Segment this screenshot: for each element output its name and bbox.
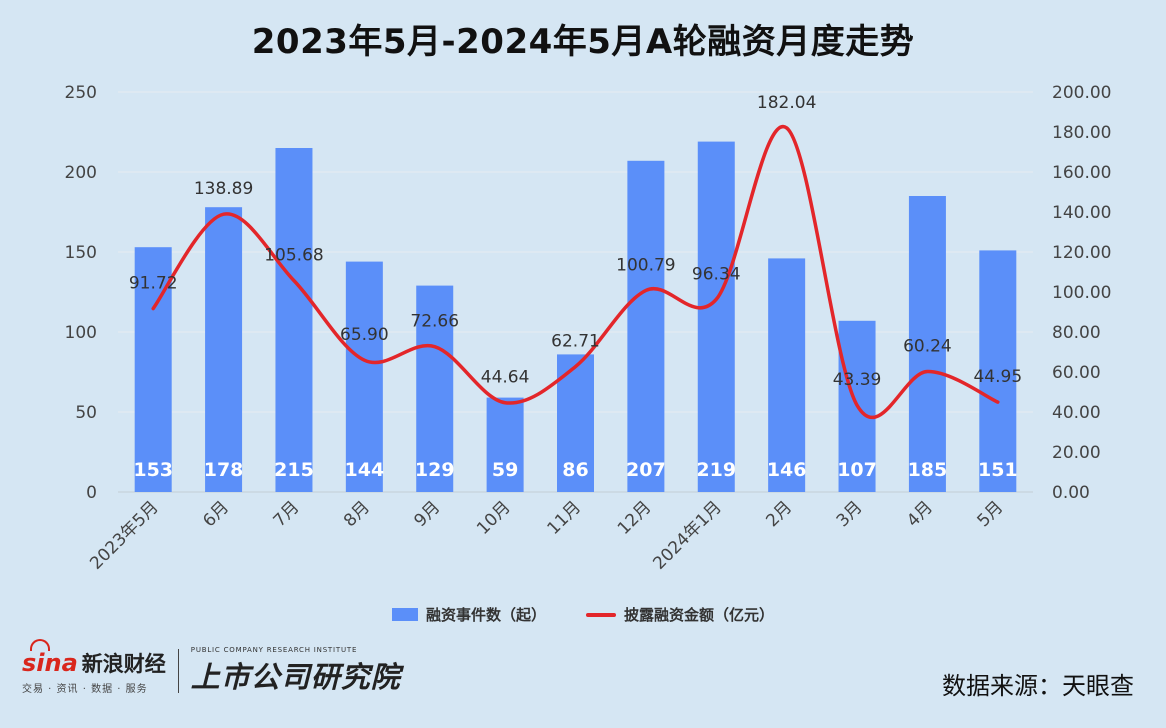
- x-tick-label: 8月: [340, 497, 374, 531]
- bar-value-label: 129: [415, 459, 455, 481]
- line-value-label: 96.34: [692, 264, 741, 284]
- x-tick-label: 10月: [473, 497, 514, 538]
- data-source: 数据来源：天眼查: [942, 672, 1134, 700]
- legend-bar-label: 融资事件数（起）: [425, 606, 546, 624]
- sina-eye-icon: sina: [22, 638, 78, 677]
- line-series: [151, 124, 1000, 420]
- legend-bar-swatch: [391, 608, 418, 621]
- bar: [205, 207, 243, 492]
- institute-english-name: PUBLIC COMPANY RESEARCH INSTITUTE: [190, 646, 358, 654]
- bar-value-label: 146: [767, 459, 807, 481]
- y-left-tick-label: 200: [65, 163, 97, 183]
- legend: 融资事件数（起） 披露融资金额（亿元）: [0, 604, 1166, 625]
- y-axis-right: 0.00 20.00 40.00 60.00 80.00 100.00 120.00 140.…: [1052, 83, 1111, 503]
- line-value-label: 72.66: [410, 312, 459, 332]
- line-value-label: 91.72: [129, 274, 178, 294]
- bar: [345, 261, 383, 492]
- bar-value-label: 207: [626, 459, 666, 481]
- line-value-labels: 91.72 138.89 105.68 65.90 72.66 44.64 62.71 100…: [129, 93, 1022, 390]
- combo-chart: 153 178 215 144 129 59 86 207 219 146 107 185 151 91…: [65, 83, 1112, 574]
- bar: [768, 258, 806, 492]
- x-tick-label: 2024年1月: [649, 497, 725, 573]
- y-right-tick-label: 160.00: [1052, 163, 1111, 183]
- y-left-tick-label: 150: [65, 243, 97, 263]
- x-tick-label: 9月: [410, 497, 444, 531]
- bar-value-label: 219: [696, 459, 736, 481]
- y-right-tick-label: 80.00: [1052, 323, 1101, 343]
- line-value-label: 65.90: [340, 325, 389, 345]
- y-right-tick-label: 180.00: [1052, 123, 1111, 143]
- bar: [486, 397, 524, 492]
- bar: [416, 285, 454, 492]
- bar-value-label: 215: [274, 459, 314, 481]
- bar: [979, 250, 1017, 492]
- bar-value-label: 185: [908, 459, 948, 481]
- bar-value-label: 151: [978, 459, 1018, 481]
- line-value-label: 138.89: [194, 179, 253, 199]
- x-tick-label: 3月: [833, 497, 867, 531]
- bar: [627, 160, 665, 493]
- x-tick-label: 5月: [974, 497, 1008, 531]
- y-left-tick-label: 100: [65, 323, 97, 343]
- line-value-label: 182.04: [757, 93, 816, 113]
- bar: [697, 141, 735, 492]
- bar-value-labels: 153 178 215 144 129 59 86 207 219 146 107 185 151: [133, 459, 1017, 481]
- x-tick-label: 4月: [903, 497, 937, 531]
- line-value-label: 44.95: [973, 367, 1022, 387]
- bar-value-label: 59: [492, 459, 518, 481]
- bar-value-label: 178: [204, 459, 244, 481]
- y-left-tick-label: 0: [86, 483, 97, 503]
- y-right-tick-label: 0.00: [1052, 483, 1090, 503]
- y-left-tick-label: 250: [65, 83, 97, 103]
- line-value-label: 62.71: [551, 332, 600, 352]
- line-value-label: 43.39: [833, 370, 882, 390]
- x-tick-label: 2023年5月: [86, 497, 162, 573]
- chart-title: 2023年5月-2024年5月A轮融资月度走势: [251, 22, 915, 62]
- line-value-label: 44.64: [481, 368, 530, 388]
- bar-value-label: 144: [345, 459, 385, 481]
- logo-divider: [177, 649, 179, 693]
- y-right-tick-label: 200.00: [1052, 83, 1111, 103]
- legend-item-line[interactable]: 披露融资金额（亿元）: [586, 604, 774, 625]
- y-right-tick-label: 20.00: [1052, 443, 1101, 463]
- y-right-tick-label: 140.00: [1052, 203, 1111, 223]
- legend-line-label: 披露融资金额（亿元）: [624, 606, 775, 624]
- research-institute-logo: PUBLIC COMPANY RESEARCH INSTITUTE 上市公司研究…: [191, 646, 401, 696]
- legend-item-bar[interactable]: 融资事件数（起）: [391, 604, 546, 625]
- bar-value-label: 153: [133, 459, 173, 481]
- y-right-tick-label: 60.00: [1052, 363, 1101, 383]
- line-value-label: 100.79: [616, 255, 675, 275]
- bar-series: [134, 141, 1017, 493]
- x-tick-label: 12月: [614, 497, 655, 538]
- bar-value-label: 107: [837, 459, 877, 481]
- bar: [908, 196, 946, 492]
- x-tick-label: 2月: [762, 497, 796, 531]
- line-value-label: 105.68: [264, 246, 323, 266]
- footer-logos: sina 新浪财经 交易 · 资讯 · 数据 · 服务 PUBLIC COMPA…: [22, 638, 401, 696]
- y-right-tick-label: 100.00: [1052, 283, 1111, 303]
- sina-finance-logo: sina 新浪财经 交易 · 资讯 · 数据 · 服务: [22, 638, 166, 695]
- bar-value-label: 86: [562, 459, 588, 481]
- x-tick-label: 11月: [544, 497, 585, 538]
- legend-line-swatch: [586, 612, 616, 617]
- y-right-tick-label: 40.00: [1052, 403, 1101, 423]
- institute-name: 上市公司研究院: [190, 660, 401, 694]
- bar: [275, 148, 313, 492]
- x-tick-label: 7月: [270, 497, 304, 531]
- line-path: [151, 124, 1000, 420]
- y-left-tick-label: 50: [75, 403, 97, 423]
- y-axis-left: 0 50 100 150 200 250: [65, 83, 97, 503]
- x-tick-label: 6月: [199, 497, 233, 531]
- sina-tagline: 交易 · 资讯 · 数据 · 服务: [22, 683, 148, 695]
- line-value-label: 60.24: [903, 337, 952, 357]
- sina-finance-name: 新浪财经: [81, 651, 166, 676]
- y-right-tick-label: 120.00: [1052, 243, 1111, 263]
